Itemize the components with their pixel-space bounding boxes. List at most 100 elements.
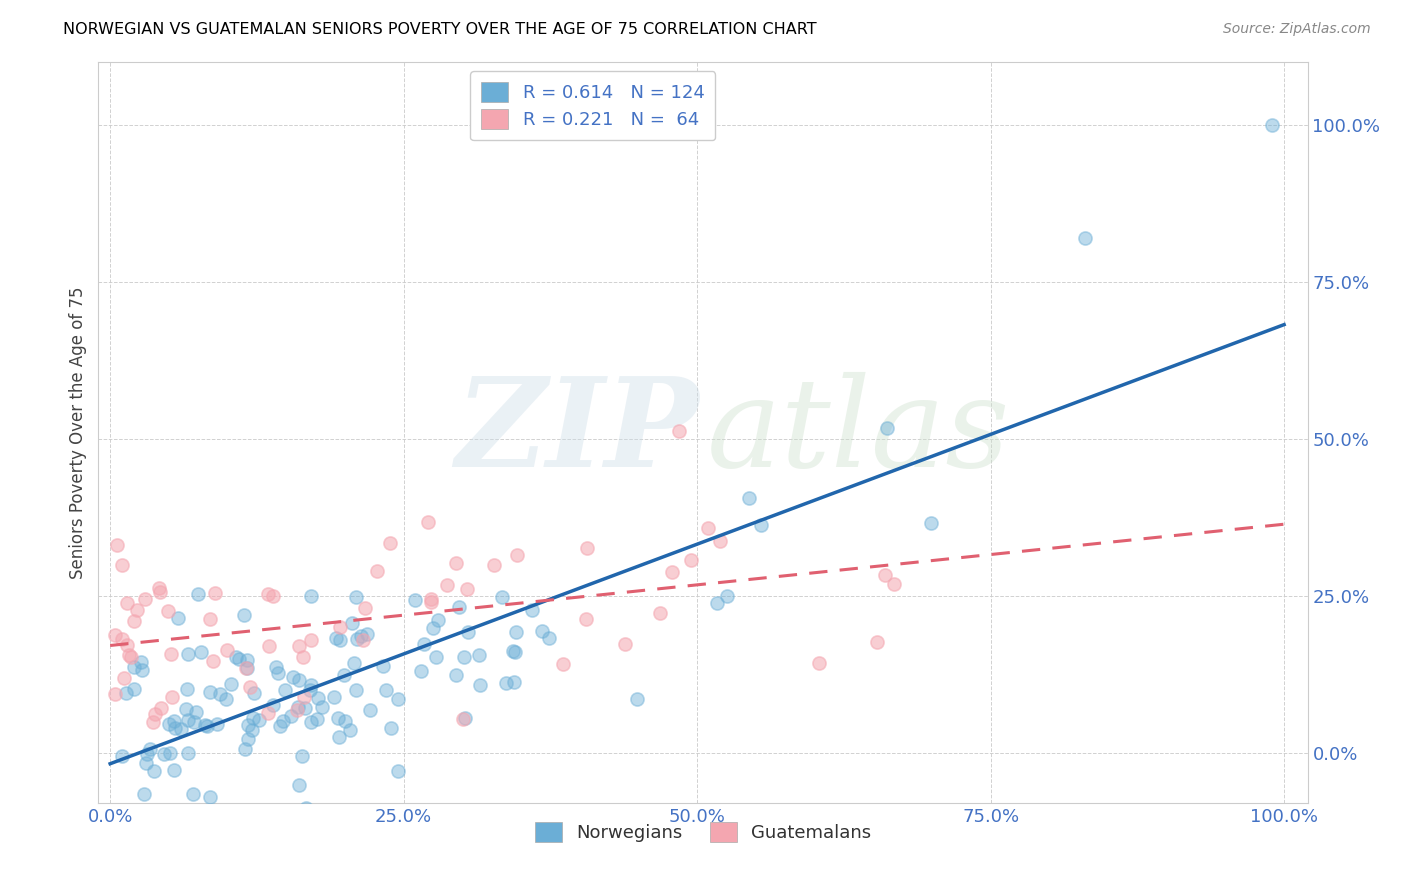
Point [117, 648, 139, 662]
Point [111, 632, 134, 646]
Point [866, 635, 889, 649]
Point [285, 703, 308, 717]
Point [288, 673, 311, 688]
Point [350, 629, 373, 643]
Point [298, 683, 321, 698]
Point [256, 706, 278, 721]
Point [257, 587, 280, 601]
Point [264, 660, 287, 674]
Point [131, 655, 153, 669]
Point [239, 680, 262, 694]
Point [322, 690, 344, 705]
Point [105, 538, 128, 552]
Point [238, 731, 260, 746]
Point [716, 589, 738, 603]
Point [136, 747, 159, 761]
Point [387, 764, 409, 779]
Text: NORWEGIAN VS GUATEMALAN SENIORS POVERTY OVER THE AGE OF 75 CORRELATION CHART: NORWEGIAN VS GUATEMALAN SENIORS POVERTY … [63, 22, 817, 37]
Point [444, 668, 467, 682]
Point [299, 678, 322, 692]
Point [661, 565, 683, 579]
Point [243, 686, 266, 700]
Point [411, 664, 433, 678]
Point [352, 633, 374, 648]
Point [153, 747, 176, 762]
Text: atlas: atlas [707, 372, 1010, 493]
Point [257, 639, 280, 653]
Point [201, 654, 224, 668]
Point [163, 714, 186, 728]
Point [413, 637, 436, 651]
Point [425, 649, 447, 664]
Point [132, 787, 155, 801]
Point [262, 589, 284, 603]
Point [427, 613, 450, 627]
Point [187, 587, 209, 601]
Point [157, 717, 180, 731]
Point [807, 656, 830, 670]
Point [366, 564, 388, 578]
Point [299, 715, 322, 730]
Point [269, 719, 291, 733]
Point [148, 581, 170, 595]
Point [204, 586, 226, 600]
Point [138, 741, 160, 756]
Legend: Norwegians, Guatemalans: Norwegians, Guatemalans [527, 815, 879, 849]
Point [326, 710, 349, 724]
Point [311, 700, 333, 714]
Point [142, 715, 165, 730]
Point [131, 663, 153, 677]
Point [267, 665, 290, 680]
Point [115, 596, 138, 610]
Point [453, 712, 475, 726]
Point [353, 601, 375, 615]
Point [344, 682, 367, 697]
Point [149, 585, 172, 599]
Point [274, 682, 297, 697]
Point [344, 591, 367, 605]
Point [648, 606, 671, 620]
Point [235, 661, 257, 675]
Point [134, 591, 156, 606]
Point [876, 421, 898, 435]
Point [491, 590, 513, 604]
Point [120, 650, 142, 665]
Point [176, 682, 198, 697]
Point [236, 653, 259, 667]
Point [181, 787, 204, 801]
Point [343, 656, 366, 670]
Point [920, 516, 942, 530]
Point [468, 678, 491, 692]
Point [681, 553, 703, 567]
Point [484, 558, 506, 572]
Point [873, 567, 896, 582]
Point [159, 648, 181, 662]
Point [122, 614, 145, 628]
Point [198, 790, 221, 805]
Point [375, 682, 398, 697]
Point [422, 621, 444, 635]
Point [436, 577, 458, 591]
Point [280, 709, 302, 723]
Point [174, 702, 197, 716]
Point [503, 675, 526, 690]
Point [115, 638, 138, 652]
Point [626, 692, 648, 706]
Point [505, 625, 527, 640]
Point [207, 717, 229, 731]
Point [420, 595, 443, 609]
Point [157, 604, 180, 618]
Point [329, 620, 352, 634]
Point [112, 671, 135, 685]
Point [506, 548, 529, 562]
Point [328, 730, 350, 744]
Point [520, 603, 543, 617]
Point [738, 491, 761, 505]
Point [307, 691, 329, 706]
Point [749, 518, 772, 533]
Point [457, 625, 479, 640]
Point [262, 698, 284, 712]
Point [104, 687, 127, 701]
Point [170, 723, 193, 737]
Point [287, 639, 309, 653]
